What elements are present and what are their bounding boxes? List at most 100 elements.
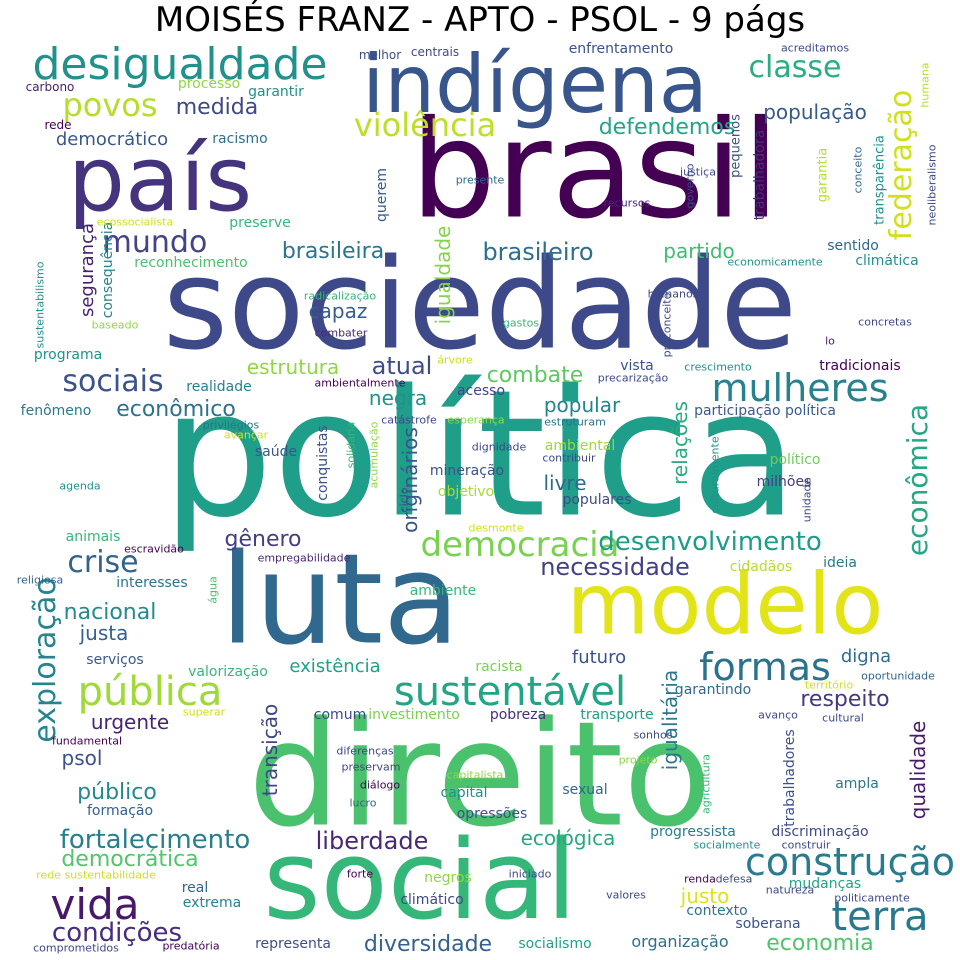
word-solidaria: solidária: [344, 421, 358, 469]
word-ciclo: ciclo: [397, 487, 411, 513]
word-transicao: transição: [258, 703, 282, 797]
word-melhor: melhor: [358, 48, 402, 62]
word-progressista: progressista: [650, 824, 736, 840]
word-escravidao: escravidão: [124, 542, 184, 556]
word-projeto: projeto: [618, 753, 658, 767]
word-condicoes: condições: [51, 918, 183, 948]
word-vista: vista: [620, 358, 654, 374]
word-crise: crise: [67, 545, 139, 580]
word-defesa: defesa: [715, 872, 753, 886]
word-capitalista: capitalista: [446, 768, 504, 782]
word-extrema: extrema: [182, 895, 242, 911]
word-forte: forte: [346, 867, 374, 881]
word-dignidade: dignidade: [471, 440, 527, 454]
word-superar: superar: [182, 705, 226, 719]
word-agua: água: [206, 576, 220, 604]
word-originarios: originários: [398, 427, 422, 533]
word-tradicionais: tradicionais: [819, 358, 901, 374]
word-mulheres: mulheres: [711, 366, 889, 410]
word-economico: econômico: [116, 397, 236, 422]
word-existencia: existência: [289, 656, 381, 677]
word-humanos: humanos: [647, 287, 699, 301]
word-interesses: interesses: [116, 575, 188, 591]
word-luta: luta: [220, 527, 460, 673]
word-ecologica: ecológica: [520, 826, 616, 850]
word-relacoes: relações: [668, 401, 692, 485]
word-futuro: futuro: [571, 647, 627, 668]
word-representa: representa: [255, 936, 331, 952]
word-sentido: sentido: [827, 238, 879, 254]
word-sociais: sociais: [62, 364, 164, 399]
word-natureza: natureza: [765, 883, 815, 897]
word-publica: pública: [77, 669, 223, 715]
word-culturalmente: culturalmente: [708, 436, 722, 514]
word-popular: popular: [543, 393, 621, 417]
word-lo: lo: [825, 334, 835, 348]
word-baseado: baseado: [91, 318, 139, 332]
word-formas: formas: [699, 645, 831, 689]
word-livre: livre: [543, 471, 587, 495]
word-transporte: transporte: [580, 707, 654, 723]
word-concretas: concretas: [858, 315, 912, 329]
word-querem: querem: [374, 167, 390, 223]
word-diferencas: diferenças: [336, 744, 394, 758]
word-negros: negros: [424, 870, 472, 886]
word-ambiental: ambiental: [544, 438, 616, 454]
word-neoliberalismo: neoliberalismo: [925, 144, 939, 226]
word-liberdade: liberdade: [315, 827, 429, 855]
word-objetivo: objetivo: [437, 484, 495, 500]
word-arvore: árvore: [437, 353, 473, 367]
word-territorio: território: [804, 678, 854, 692]
word-iniciado: iniciado: [508, 867, 552, 881]
word-programa: programa: [33, 347, 103, 363]
word-preserve: preserve: [229, 215, 291, 231]
word-sexual: sexual: [562, 782, 608, 798]
word-lucro: lucro: [349, 796, 377, 810]
word-defendemos: defendemos: [598, 115, 736, 140]
word-partido: partido: [663, 239, 735, 263]
word-fundamental: fundamental: [51, 734, 123, 748]
word-necessidade: necessidade: [540, 553, 690, 581]
word-democratico: democrático: [55, 129, 169, 150]
word-capaz: capaz: [308, 299, 368, 323]
word-terra: terra: [831, 894, 929, 940]
word-renda: renda: [684, 872, 716, 886]
word-trabalhadora: trabalhadora: [752, 129, 768, 221]
word-respeito: respeito: [800, 687, 890, 712]
word-processo: processo: [177, 76, 241, 92]
word-servicos: serviços: [86, 652, 144, 668]
word-discriminacao: discriminação: [771, 824, 869, 840]
word-brasileiro: brasileiro: [482, 238, 594, 266]
word-preservam: preservam: [341, 760, 401, 774]
word-urgente: urgente: [90, 710, 170, 734]
word-fortalecimento: fortalecimento: [59, 825, 251, 855]
word-ambientalmente: ambientalmente: [314, 376, 406, 390]
word-reconhecimento: reconhecimento: [134, 255, 248, 271]
word-combate: combate: [486, 363, 584, 388]
word-animais: animais: [65, 529, 121, 545]
word-privilegios: privilégios: [202, 418, 260, 432]
word-conceito: conceito: [851, 146, 865, 194]
word-soberana: soberana: [735, 916, 801, 932]
word-trabalhadores: trabalhadores: [782, 729, 798, 827]
word-sonhos: sonhos: [633, 728, 673, 742]
word-povos: povos: [62, 86, 158, 124]
word-vida: vida: [50, 880, 140, 929]
word-combater: combater: [314, 326, 368, 340]
word-acesso: acesso: [456, 383, 506, 399]
word-participacao-politica: participação política: [694, 403, 836, 419]
word-medida: medida: [175, 95, 259, 120]
word-agenda: agenda: [59, 479, 101, 493]
word-democratica: democrática: [61, 847, 199, 872]
word-formacao: formação: [86, 803, 154, 819]
word-politica: política: [161, 353, 799, 557]
word-construir: construir: [781, 838, 831, 852]
word-indigena: indígena: [362, 38, 708, 131]
word-justo: justo: [680, 884, 730, 908]
word-capital: capital: [440, 785, 488, 801]
word-consequencia: consequência: [100, 221, 116, 319]
word-garantia: garantia: [815, 147, 831, 203]
word-nacional: nacional: [63, 600, 157, 625]
word-direito: direito: [248, 690, 712, 860]
word-digna: digna: [840, 646, 892, 667]
